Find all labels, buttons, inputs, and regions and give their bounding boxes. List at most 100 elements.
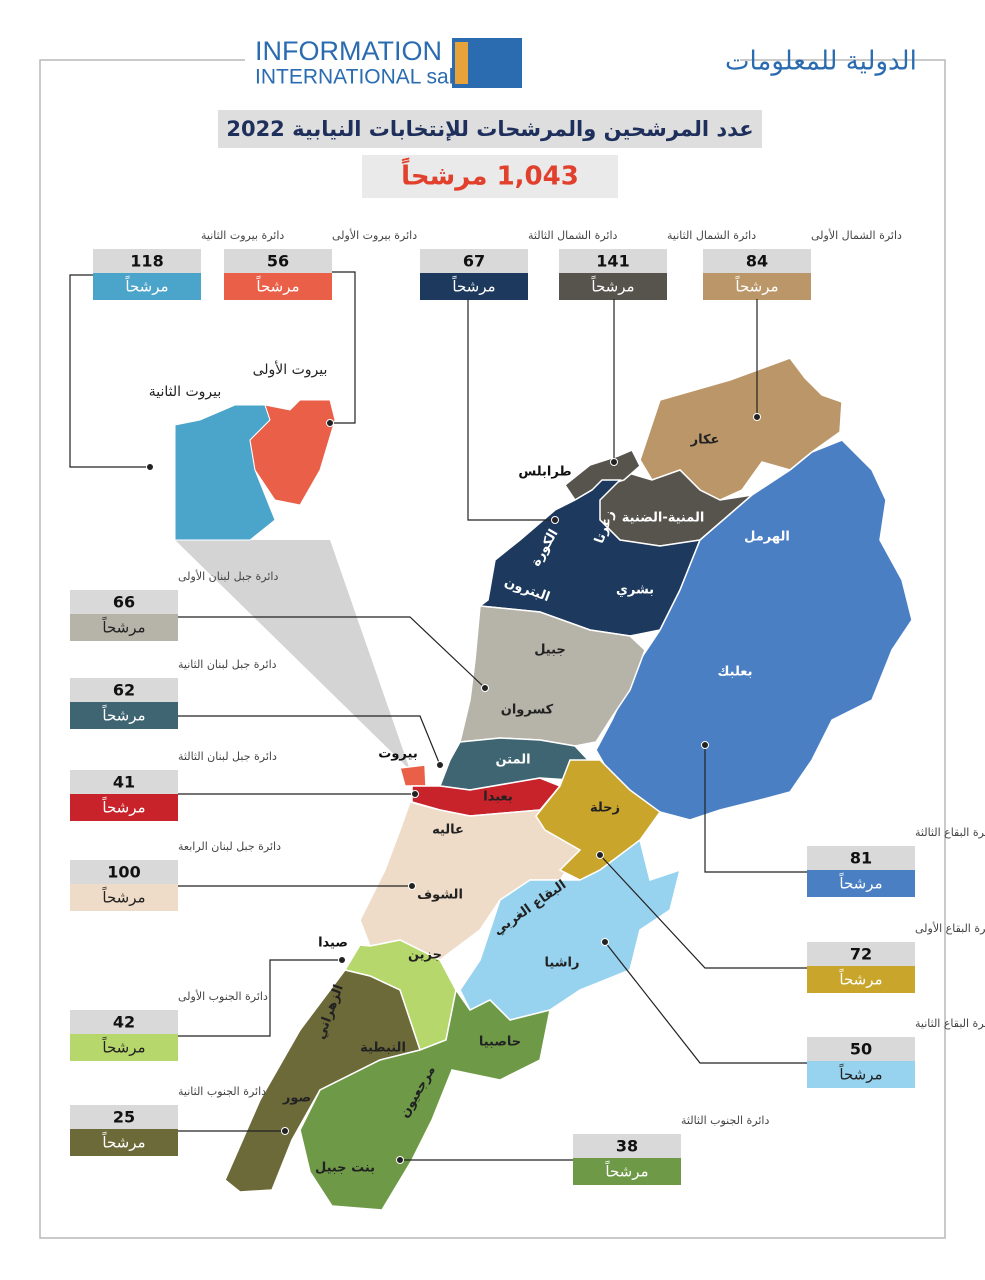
district-name: دائرة الجنوب الثالثة: [681, 1114, 769, 1127]
connector: [178, 959, 342, 1037]
color-box: [420, 273, 528, 300]
district-name: دائرة الشمال الأولى: [811, 228, 902, 242]
connector-dot: [753, 413, 761, 421]
count-box: [224, 249, 332, 273]
district-label: راشيا: [545, 956, 580, 971]
connector-dot: [408, 882, 416, 890]
color-box: [70, 614, 178, 641]
count: 84: [746, 252, 768, 271]
count-box: [70, 770, 178, 794]
connector-dot: [436, 761, 444, 769]
color-box: [70, 884, 178, 911]
connector-dot: [338, 956, 346, 964]
count: 41: [113, 773, 135, 792]
count-box: [70, 860, 178, 884]
total: 1,043 مرشحاً: [401, 157, 579, 192]
connector: [178, 616, 486, 689]
unit: مرشحاً: [839, 968, 883, 988]
inset-label: بيروت الأولى: [253, 360, 328, 378]
count: 67: [463, 252, 485, 271]
connector-dot: [281, 1127, 289, 1135]
inset-label: بيروت الثانية: [149, 384, 222, 400]
color-box: [70, 1034, 178, 1061]
district-area: [459, 605, 646, 747]
district-label: جبيل: [534, 643, 566, 658]
unit: مرشحاً: [452, 275, 496, 295]
color-box: [93, 273, 201, 300]
count-box: [70, 1105, 178, 1129]
district-label: جزين: [408, 948, 442, 963]
district-label: بشري: [616, 583, 654, 598]
district-name: دائرة جبل لبنان الرابعة: [178, 840, 281, 853]
unit: مرشحاً: [102, 796, 146, 816]
district-name: دائرة البقاع الثالثة: [915, 826, 985, 839]
connector-dot: [610, 458, 618, 466]
connector: [604, 941, 807, 1064]
unit: مرشحاً: [256, 275, 300, 295]
district-label: الشوف: [417, 888, 463, 903]
count: 38: [616, 1137, 638, 1156]
unit: مرشحاً: [102, 704, 146, 724]
district-label: بعلبك: [718, 665, 753, 680]
connector-dot: [551, 516, 559, 524]
district-area: [399, 764, 427, 787]
unit: مرشحاً: [839, 1063, 883, 1083]
district-boxes: دائرة بيروت الثانية 118 مرشحاً دائرة بيروت …: [69, 228, 985, 1185]
district-label: المتن: [495, 753, 530, 768]
district-name: دائرة الجنوب الثانية: [178, 1085, 266, 1098]
connector-dot: [701, 741, 709, 749]
color-box: [807, 966, 915, 993]
district-name: دائرة الشمال الثانية: [667, 229, 756, 242]
unit: مرشحاً: [102, 1036, 146, 1056]
count-box: [70, 678, 178, 702]
connector: [330, 271, 356, 424]
logo-ar: الدولية للمعلومات: [725, 47, 917, 77]
count: 118: [130, 252, 163, 271]
count-box: [70, 1010, 178, 1034]
map: عكارطرابلسالمنية-الضنيةزغرتاالكورةبشريال…: [149, 357, 913, 1211]
count-box: [70, 590, 178, 614]
unit: مرشحاً: [735, 275, 779, 295]
district-label: عكار: [690, 433, 720, 448]
district-label: بعبدا: [483, 790, 513, 805]
district-name: دائرة الشمال الثالثة: [528, 229, 618, 242]
connector-dot: [396, 1156, 404, 1164]
district-label: زحلة: [590, 801, 620, 816]
unit: مرشحاً: [125, 275, 169, 295]
district-label: عاليه: [432, 823, 464, 838]
unit: مرشحاً: [102, 1131, 146, 1151]
color-box: [807, 870, 915, 897]
district-name: دائرة جبل لبنان الأولى: [178, 569, 278, 583]
connector: [467, 299, 555, 521]
count-box: [807, 1037, 915, 1061]
total-box: [362, 155, 618, 198]
color-box: [70, 702, 178, 729]
color-box: [224, 273, 332, 300]
district-label: كسروان: [501, 703, 554, 718]
district-name: دائرة بيروت الثانية: [201, 229, 284, 242]
title-box: [218, 110, 762, 148]
district-area: [595, 439, 913, 821]
district-label: الهرمل: [744, 530, 790, 545]
count-box: [703, 249, 811, 273]
district-name: دائرة جبل لبنان الثالثة: [178, 750, 277, 763]
inset-funnel: [175, 540, 410, 770]
count-box: [420, 249, 528, 273]
district-area: [224, 969, 421, 1193]
logo-en-1: INFORMATION: [255, 36, 442, 66]
count: 62: [113, 681, 135, 700]
district-name: دائرة بيروت الأولى: [332, 228, 417, 242]
count: 50: [850, 1040, 872, 1059]
district-label: المنية-الضنية: [622, 511, 705, 526]
count-box: [807, 942, 915, 966]
district-label: النبطية: [360, 1041, 406, 1056]
connector-dot: [326, 419, 334, 427]
count: 81: [850, 849, 872, 868]
district-name: دائرة الجنوب الأولى: [178, 989, 268, 1003]
color-box: [807, 1061, 915, 1088]
connector-dot: [596, 851, 604, 859]
district-label: طرابلس: [518, 465, 571, 480]
count: 141: [596, 252, 629, 271]
title: عدد المرشحين والمرشحات للإنتخابات النياب…: [226, 117, 753, 141]
district-area: [299, 988, 551, 1211]
